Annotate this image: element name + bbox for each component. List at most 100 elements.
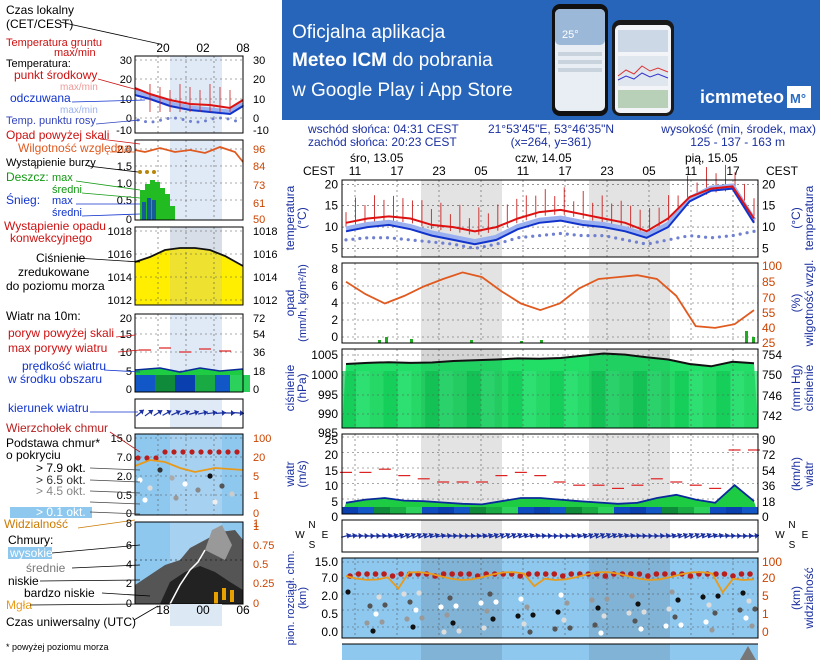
cloud-base-dot	[589, 597, 595, 603]
panel-border	[341, 179, 759, 258]
cloud-base-dot	[626, 610, 632, 616]
tick-label: 995	[318, 388, 338, 402]
wind-arrow-head	[148, 409, 154, 415]
wind-arrow-head	[529, 532, 535, 539]
dew-point	[448, 242, 452, 246]
tick-label: 1	[253, 490, 259, 502]
pressure-column	[342, 371, 357, 428]
tick-label: 1	[253, 521, 259, 533]
legend-mid_point: punkt środkowy	[14, 68, 97, 82]
utc-hour: 00	[196, 603, 210, 617]
pressure-line	[345, 352, 755, 368]
wind-arrow-icon	[225, 410, 235, 416]
banner-line2-bold: Meteo ICM	[292, 50, 387, 71]
tick-label: 36	[762, 479, 776, 493]
legend-dew-dot	[189, 119, 192, 123]
legend-rain_mid: średni	[52, 184, 82, 196]
dew-point	[344, 238, 348, 242]
panel-border	[341, 433, 759, 515]
legend-cloud-base-dot	[212, 499, 218, 505]
cloud-base-dot	[401, 591, 407, 597]
legend-cloud-top-dot	[162, 449, 168, 455]
tick-label: 2.0	[117, 471, 132, 483]
wind-speed-bar	[630, 507, 647, 514]
tick-label: 0.25	[253, 578, 274, 590]
banner-logo-badge: M°	[790, 91, 806, 106]
cloud-top-dot	[721, 571, 728, 577]
tick-label: 10	[762, 220, 776, 234]
tick-label: 0.5	[117, 490, 132, 502]
day-label-3: pią, 15.05	[685, 151, 738, 165]
wind-speed-bar	[438, 507, 455, 514]
cloud-base-dot	[484, 608, 490, 614]
tick-label: 2	[331, 313, 338, 327]
legend-pressure2: zredukowane	[18, 265, 90, 279]
dew-point	[358, 236, 362, 241]
legend-cloud-base-dot	[173, 495, 179, 501]
wind-arrow-head	[422, 532, 428, 539]
legend-local_tz: (CET/CEST)	[6, 17, 73, 31]
legend-storm-dot	[145, 170, 149, 174]
pressure-column	[550, 371, 565, 428]
wind-arrow-head	[700, 532, 706, 539]
legend-temperatura: Temperatura:	[6, 58, 71, 70]
precip-bar	[745, 331, 748, 343]
app-banner[interactable]: Oficjalna aplikacja Meteo ICM do pobrani…	[282, 0, 820, 120]
pressure-column	[674, 371, 690, 428]
cloud-base-dot	[552, 626, 558, 632]
tick-label: 18	[253, 366, 265, 378]
dew-point	[538, 233, 542, 238]
precip-bar	[378, 340, 381, 343]
cloud-base-dot	[709, 627, 715, 633]
tick-label: 0	[762, 625, 769, 639]
legend-dew-dot	[196, 120, 200, 124]
dew-point	[676, 236, 680, 240]
tick-label: 36	[253, 347, 265, 359]
cloud-base-dot	[567, 625, 573, 631]
night-band	[589, 558, 670, 638]
cloud-base-dot	[481, 625, 487, 631]
tick-label: 100	[762, 555, 782, 569]
tick-label: 0.5	[253, 559, 268, 571]
cloud-axis-title: pion. rozciągł. chm.	[285, 551, 297, 646]
utc-night-band	[170, 604, 222, 626]
grid-point-text: (x=264, y=361)	[511, 135, 592, 149]
tick-label: 1	[762, 607, 769, 621]
dew-point	[558, 231, 562, 236]
cloud-base-dot	[370, 628, 376, 634]
dew-point	[406, 238, 410, 242]
cloud-base-dot	[493, 599, 499, 605]
tick-label: -10	[253, 125, 269, 137]
legend-wind-bar	[155, 375, 175, 392]
wind-arrow-icon	[482, 532, 493, 539]
temp-axis-title-right: temperatura	[802, 185, 816, 250]
humidity-axis-unit: (%)	[789, 294, 803, 313]
legend-leader	[115, 334, 136, 338]
tick-label: 20	[325, 448, 339, 462]
dew-point	[634, 240, 639, 244]
dew-point	[392, 236, 397, 240]
cloud-top-dot	[440, 571, 447, 577]
legend-precip_above: Opad powyżej skali	[6, 128, 109, 142]
wind-arrow-icon	[607, 532, 617, 539]
legend-leader	[99, 138, 141, 145]
wind-speed-bar	[470, 507, 487, 514]
cloud-base-dot	[419, 615, 425, 621]
cloud-base-dot	[518, 596, 524, 602]
legend-utc: Czas uniwersalny (UTC)	[6, 615, 136, 629]
dew-point	[731, 233, 735, 238]
legend-cloud-base-dot	[147, 485, 153, 491]
wind-arrow-icon	[707, 532, 718, 539]
legend-dew-dot	[211, 117, 215, 121]
wind-axis-title-right: wiatr	[802, 461, 816, 487]
dew-point	[717, 235, 722, 239]
tick-label: 1	[253, 518, 259, 530]
dew-point	[413, 238, 417, 242]
precip-bar	[410, 339, 413, 343]
pressure-column	[730, 371, 745, 428]
tick-label: 15	[325, 199, 339, 213]
pressure-axis-unit-right: (mm Hg)	[789, 365, 803, 412]
compass-letter: W	[295, 530, 305, 541]
legend-okt5: > 0.1 okt.	[36, 505, 86, 519]
dew-point	[378, 236, 383, 240]
